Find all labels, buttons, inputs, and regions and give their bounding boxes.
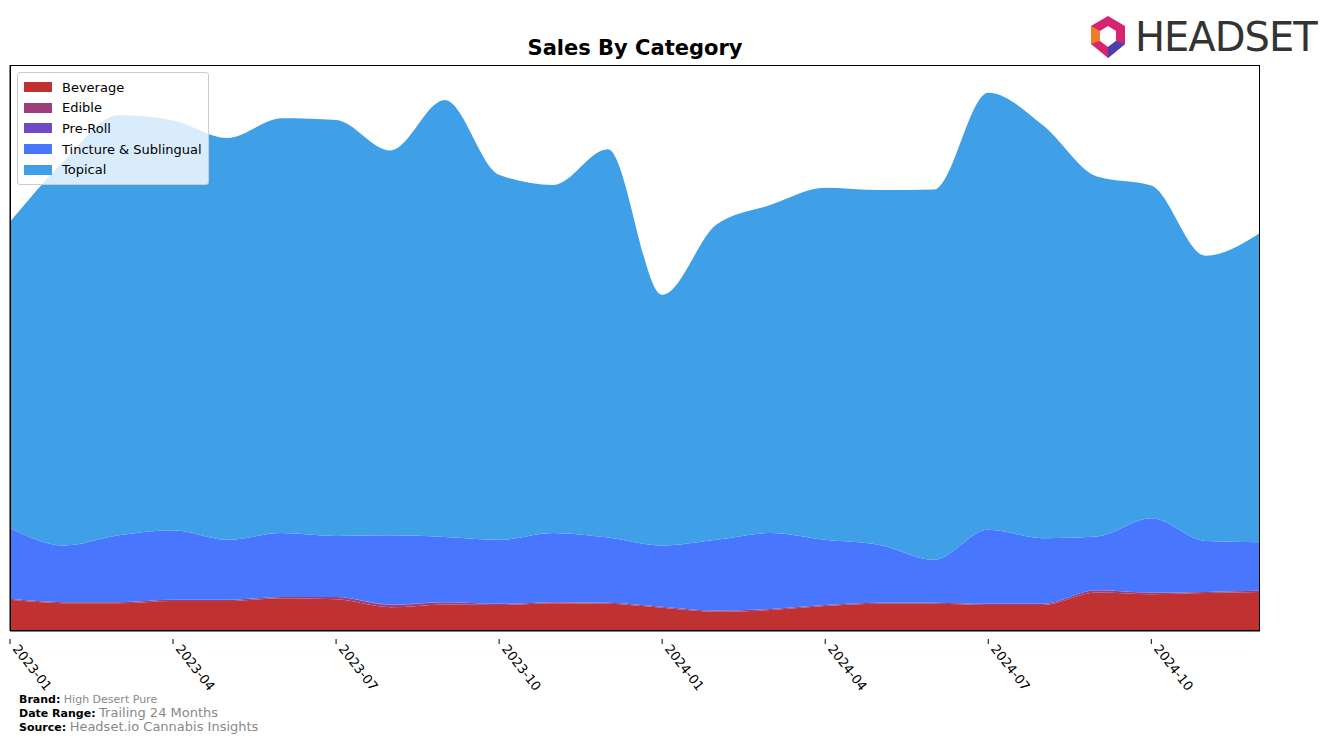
html-text:Tincture & Sublingual: Tincture & Sublingual	[62, 141, 202, 157]
svg-text:2024-04: 2024-04	[825, 642, 870, 694]
svg-text:2024-10: 2024-10	[1151, 642, 1196, 694]
html-text:Sales By Category: Sales By Category	[527, 36, 743, 60]
svg-text:2024-07: 2024-07	[988, 642, 1033, 694]
svg-text:2023-10: 2023-10	[499, 642, 544, 694]
html-text:Source: Headset.io Cannabis In: Source: Headset.io Cannabis Insights	[19, 719, 259, 734]
html-text:Pre-Roll: Pre-Roll	[62, 121, 111, 136]
html-text:HEADSET: HEADSET	[1135, 14, 1317, 60]
html-text:Beverage: Beverage	[62, 79, 125, 95]
svg-text:2023-07: 2023-07	[336, 642, 381, 694]
svg-text:2024-01: 2024-01	[662, 642, 707, 694]
html-text:Topical: Topical	[62, 162, 107, 178]
html-text:Date Range: Trailing 24 Months: Date Range: Trailing 24 Months	[19, 705, 219, 720]
html-text:Edible: Edible	[62, 100, 102, 116]
svg-text:2023-01: 2023-01	[10, 642, 55, 694]
svg-text:2023-04: 2023-04	[173, 642, 218, 694]
html-text:Brand: High Desert Pure: Brand: High Desert Pure	[19, 693, 158, 706]
